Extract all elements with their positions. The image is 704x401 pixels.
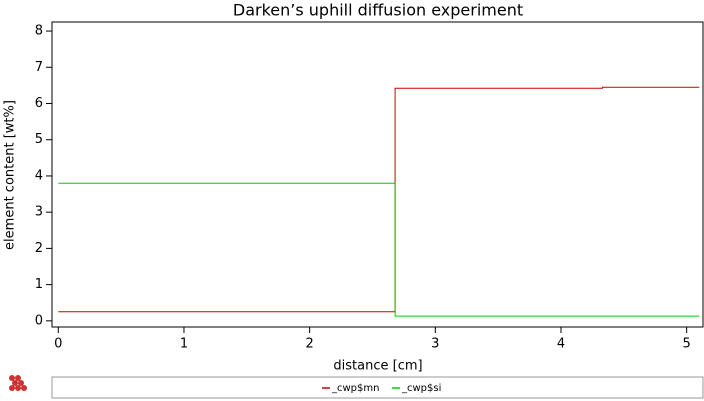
y-tick-label: 3	[35, 205, 43, 220]
data-line	[58, 182, 700, 317]
x-axis-label: distance [cm]	[333, 359, 422, 374]
x-tick-label: 5	[683, 337, 691, 352]
legend-box	[51, 376, 704, 399]
y-tick-label: 4	[35, 168, 43, 183]
y-tick-label: 6	[35, 96, 43, 111]
y-tick-label: 7	[35, 60, 43, 75]
x-tick-label: 1	[180, 337, 188, 352]
chart-title: Darken’s uphill diffusion experiment	[233, 1, 523, 20]
legend-text: _cwp$si	[401, 383, 441, 394]
x-tick-label: 0	[54, 337, 62, 352]
x-tick-label: 2	[305, 337, 313, 352]
legend-text: _cwp$mn	[331, 383, 379, 394]
y-tick-label: 2	[35, 241, 43, 256]
data-line	[58, 86, 700, 313]
y-axis-label: element content [wt%]	[3, 100, 18, 250]
y-tick-label: 5	[35, 132, 43, 147]
y-tick-label: 1	[35, 277, 43, 292]
logo-icon	[9, 375, 27, 391]
y-tick-label: 0	[35, 313, 43, 328]
y-tick-label: 8	[35, 24, 43, 39]
x-tick-label: 4	[557, 337, 565, 352]
plot-frame	[51, 21, 704, 328]
x-tick-label: 3	[431, 337, 439, 352]
